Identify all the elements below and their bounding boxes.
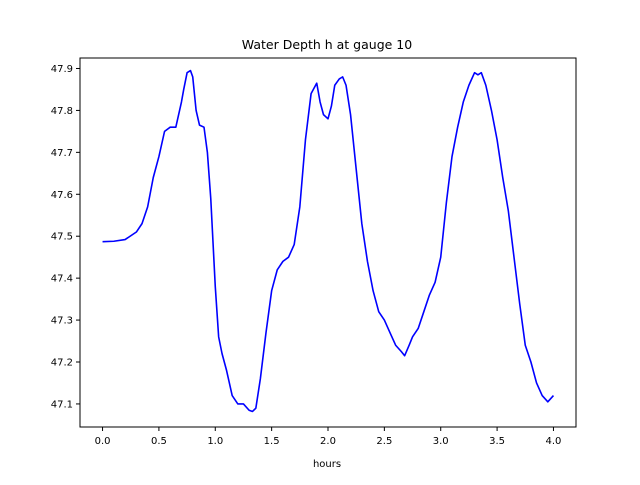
plot-area: [102, 69, 555, 413]
x-tick-label: 4.0: [546, 436, 562, 447]
y-tick-label: 47.1: [51, 399, 73, 410]
x-tick-label: 3.5: [489, 436, 505, 447]
x-tick-label: 0.0: [95, 436, 111, 447]
x-axis-label: hours: [313, 459, 341, 470]
y-tick-label: 47.8: [51, 106, 73, 117]
x-tick-label: 1.5: [264, 436, 280, 447]
x-tick-label: 0.5: [151, 436, 167, 447]
y-tick-label: 47.6: [51, 190, 73, 201]
y-axis: 47.1 47.2 47.3 47.4 47.5 47.6 47.7 47.8 47.9: [51, 64, 80, 410]
x-axis: 0.0 0.5 1.0 1.5 2.0 2.5 3.0 3.5 4.0: [95, 427, 562, 447]
chart-title: Water Depth h at gauge 10: [242, 37, 412, 52]
series-line-0: [102, 69, 555, 413]
y-tick-label: 47.7: [51, 148, 73, 159]
plot-frame: [79, 57, 577, 428]
y-tick-label: 47.4: [51, 274, 73, 285]
y-tick-label: 47.9: [51, 64, 73, 75]
y-tick-label: 47.2: [51, 358, 73, 369]
x-tick-label: 1.0: [207, 436, 223, 447]
x-tick-label: 2.0: [320, 436, 336, 447]
x-tick-label: 3.0: [433, 436, 449, 447]
y-tick-label: 47.5: [51, 232, 73, 243]
x-tick-label: 2.5: [376, 436, 392, 447]
y-tick-label: 47.3: [51, 316, 73, 327]
